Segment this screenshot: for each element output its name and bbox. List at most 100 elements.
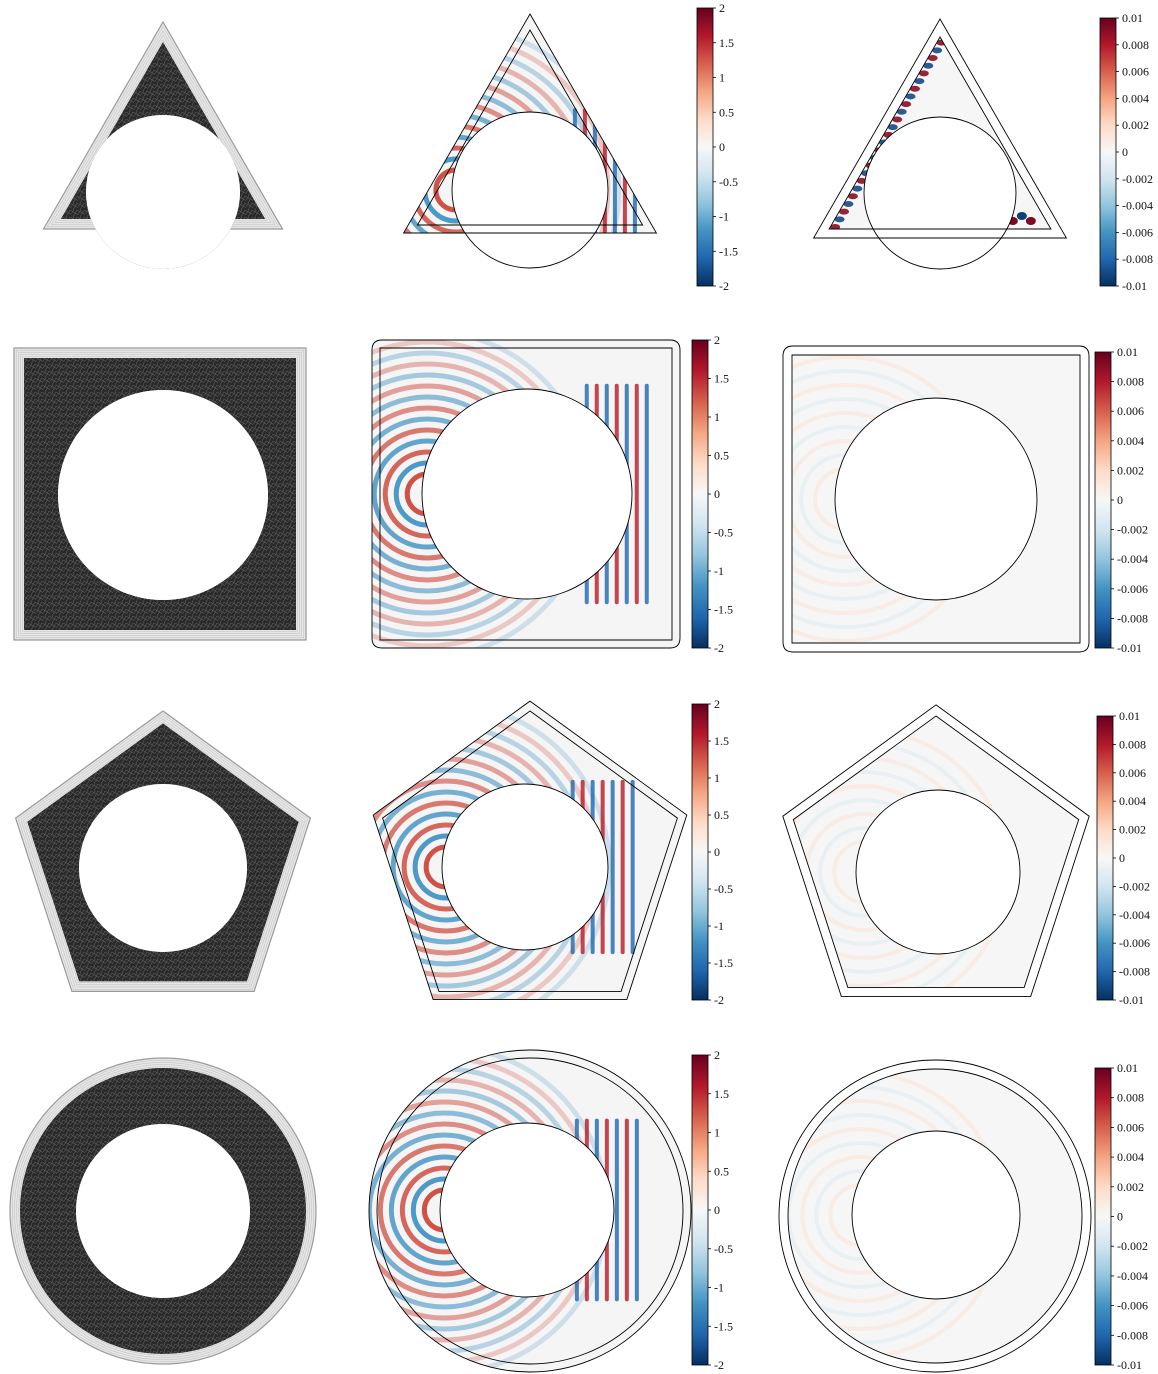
colorbar-tick-label: 0.004 xyxy=(1122,91,1149,105)
colorbar-tick-label: 0.002 xyxy=(1117,463,1144,477)
colorbar-tick-label: 0.5 xyxy=(714,449,729,463)
error-panel-square xyxy=(782,345,1090,653)
colorbar-tick-label: 0 xyxy=(719,140,725,154)
scatterer-hole xyxy=(79,784,247,952)
colorbar-tick-label: -1.5 xyxy=(714,1319,733,1333)
colorbar-tick-label: -0.006 xyxy=(1117,582,1148,596)
colorbar-tick-label: 0 xyxy=(1117,1210,1123,1224)
colorbar-tick-label: -2 xyxy=(719,279,729,293)
outer-boundary xyxy=(402,13,658,234)
colorbar-tick-label: -1.5 xyxy=(714,603,733,617)
colorbar-tick-label: 0.01 xyxy=(1117,1061,1138,1075)
outer-boundary xyxy=(368,1049,692,1373)
pml-interface xyxy=(792,715,1080,988)
colorbar-gradient xyxy=(691,339,709,649)
colorbar-tick-label: -0.002 xyxy=(1122,172,1153,186)
colorbar-tick-label: -0.008 xyxy=(1117,611,1148,625)
colorbar-tick-label: -1 xyxy=(719,210,729,224)
mesh-panel-pentagon xyxy=(14,710,312,992)
colorbar-tick-label: 1 xyxy=(714,410,720,424)
colorbar-gradient xyxy=(1094,351,1112,649)
colorbar-tick-label: 0.008 xyxy=(1122,38,1149,52)
mesh-panel-triangle xyxy=(42,20,284,270)
pml-interface xyxy=(376,1057,684,1365)
mesh-triangulation xyxy=(20,1068,306,1354)
colorbar-tick-label: 0.004 xyxy=(1117,1150,1144,1164)
colorbar-gradient xyxy=(691,703,709,1001)
colorbar-tick-label: 1 xyxy=(719,71,725,85)
scatterer-boundary xyxy=(451,111,609,269)
colorbar-tick-label: -0.002 xyxy=(1117,1239,1148,1253)
scatterer-boundary xyxy=(439,1122,615,1298)
colorbar-tick-label: -0.01 xyxy=(1122,279,1147,293)
colorbar-field-circle: 2 1.5 1 0.5 0 -0.5 -1 -1.5 -2 xyxy=(691,1048,733,1372)
colorbar-tick-label: -0.006 xyxy=(1119,936,1150,950)
colorbar-tick-label: 0.01 xyxy=(1119,709,1140,723)
scatterer-boundary xyxy=(441,783,609,951)
error-panel-pentagon xyxy=(782,704,1090,997)
scatterer-boundary xyxy=(851,1130,1021,1300)
colorbar-gradient xyxy=(696,7,714,287)
colorbar-tick-label: 0.01 xyxy=(1122,11,1143,25)
colorbar-tick-label: 1.5 xyxy=(719,36,734,50)
colorbar-tick-label: -1.5 xyxy=(714,956,733,970)
pml-interface xyxy=(828,36,1052,230)
colorbar-error-pentagon: 0.01 0.008 0.006 0.004 0.002 0 -0.002 -0.004 -0.… xyxy=(1096,709,1150,1007)
colorbar-tick-label: -0.5 xyxy=(714,1242,733,1256)
colorbar-tick-label: -0.5 xyxy=(714,882,733,896)
colorbar-tick-label: 0.006 xyxy=(1117,1120,1144,1134)
colorbar-tick-label: 0.5 xyxy=(714,808,729,822)
colorbar-tick-label: -0.006 xyxy=(1122,225,1153,239)
colorbar-tick-label: 0.002 xyxy=(1119,823,1146,837)
colorbar-tick-label: 1 xyxy=(714,771,720,785)
colorbar-tick-label: 2 xyxy=(714,333,720,347)
colorbar-tick-label: -0.5 xyxy=(714,526,733,540)
colorbar-tick-label: -0.002 xyxy=(1117,523,1148,537)
colorbar-tick-label: 0 xyxy=(1117,493,1123,507)
colorbar-field-pentagon: 2 1.5 1 0.5 0 -0.5 -1 -1.5 -2 xyxy=(691,697,733,1007)
error-panel-triangle xyxy=(812,18,1068,270)
scatterer-boundary xyxy=(421,388,633,600)
pml-interface xyxy=(379,347,673,641)
pml-interface xyxy=(791,354,1081,644)
colorbar-tick-label: -0.008 xyxy=(1117,1328,1148,1342)
outer-boundary xyxy=(812,18,1068,239)
error-panel-circle xyxy=(778,1059,1092,1373)
colorbar-error-circle: 0.01 0.008 0.006 0.004 0.002 0 -0.002 -0.004 -0.… xyxy=(1094,1061,1148,1372)
colorbar-tick-label: 0.002 xyxy=(1122,118,1149,132)
colorbar-tick-label: 1.5 xyxy=(714,734,729,748)
outer-boundary xyxy=(778,1059,1092,1373)
colorbar-tick-label: 0.004 xyxy=(1119,794,1146,808)
scatterer-boundary xyxy=(855,789,1021,955)
colorbar-tick-label: 0 xyxy=(714,845,720,859)
colorbar-tick-label: -0.5 xyxy=(719,175,738,189)
mesh-panel-square xyxy=(13,347,307,641)
pml-interface xyxy=(787,1068,1083,1364)
colorbar-tick-label: -0.004 xyxy=(1117,1269,1148,1283)
colorbar-tick-label: -0.004 xyxy=(1119,908,1150,922)
colorbar-tick-label: -0.01 xyxy=(1117,641,1142,655)
colorbar-tick-label: 0.008 xyxy=(1117,1091,1144,1105)
scatterer-boundary xyxy=(834,397,1038,601)
colorbar-error-triangle: 0.01 0.008 0.006 0.004 0.002 0 -0.002 -0.004 -0.… xyxy=(1099,11,1153,293)
colorbar-gradient xyxy=(1094,1067,1112,1366)
colorbar-tick-label: -0.006 xyxy=(1117,1299,1148,1313)
colorbar-field-triangle: 2 1.5 1 0.5 0 -0.5 -1 -1.5 -2 xyxy=(696,1,738,293)
pml-interface xyxy=(382,710,678,992)
scatterer-boundary xyxy=(863,116,1017,270)
colorbar-tick-label: -1 xyxy=(714,1281,724,1295)
field-panel-pentagon xyxy=(372,700,688,1000)
outer-boundary xyxy=(782,345,1090,653)
colorbar-tick-label: -0.004 xyxy=(1117,552,1148,566)
colorbar-tick-label: -0.008 xyxy=(1119,965,1150,979)
scatterer-hole xyxy=(85,114,240,270)
colorbar-tick-label: -2 xyxy=(714,1358,724,1372)
colorbar-tick-label: 0.5 xyxy=(719,105,734,119)
colorbar-gradient xyxy=(1096,715,1114,1001)
colorbar-tick-label: 0 xyxy=(714,1203,720,1217)
colorbar-tick-label: 0.01 xyxy=(1117,345,1138,359)
colorbar-tick-label: -1 xyxy=(714,564,724,578)
colorbar-gradient xyxy=(1099,17,1117,287)
field-panel-circle xyxy=(368,1049,692,1373)
colorbar-tick-label: -0.002 xyxy=(1119,879,1150,893)
